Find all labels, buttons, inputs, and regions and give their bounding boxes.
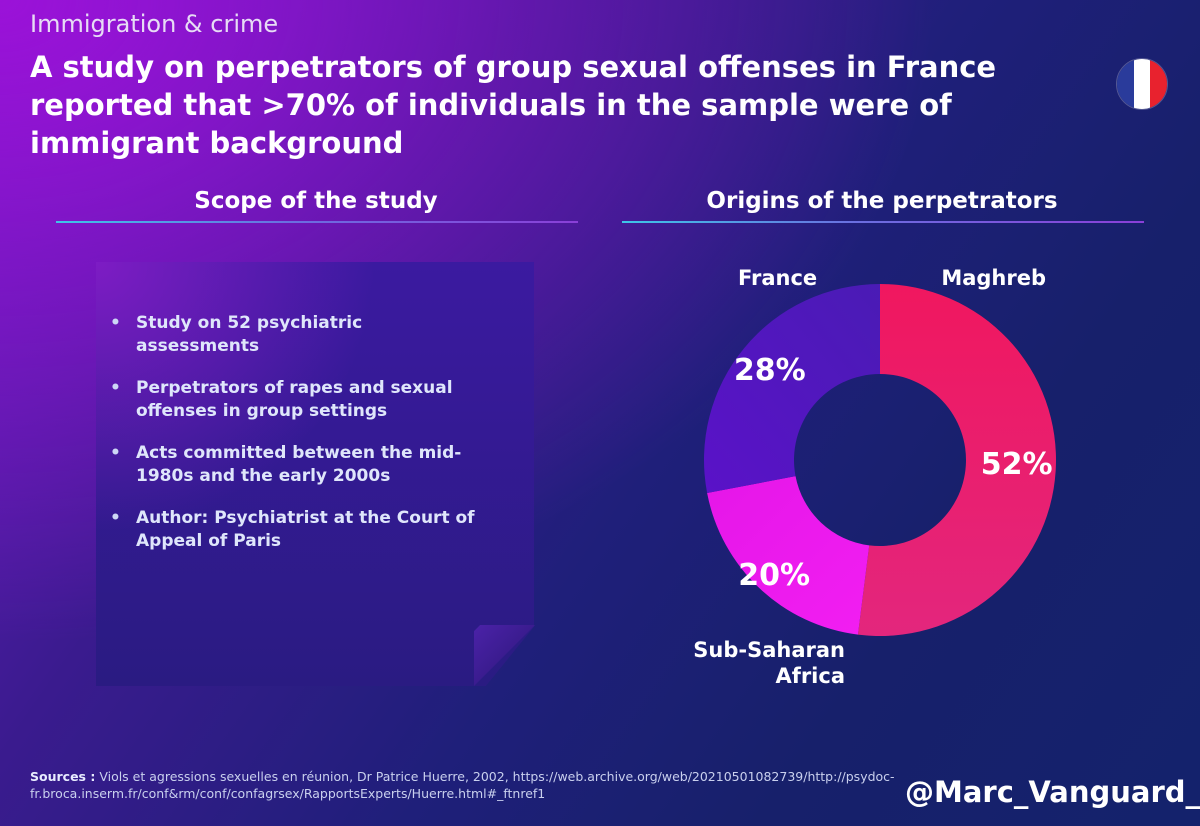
donut-slice-maghreb [857, 284, 1056, 636]
author-handle: @Marc_Vanguard_i [905, 775, 1200, 809]
flag-blue-stripe [1117, 59, 1134, 109]
donut-slice-france [704, 284, 880, 493]
category-label: Immigration & crime [30, 10, 279, 38]
scope-divider [56, 221, 578, 223]
scope-bullet: Perpetrators of rapes and sexual offense… [110, 377, 490, 423]
flag-white-stripe [1133, 59, 1151, 109]
scope-bullet: Study on 52 psychiatric assessments [110, 312, 490, 358]
france-flag-icon [1116, 58, 1168, 110]
page-title: A study on perpetrators of group sexual … [30, 50, 997, 160]
origins-section-title: Origins of the perpetrators [706, 188, 1058, 214]
donut-value-label: 28% [734, 353, 806, 388]
sources-text: Viols et agressions sexuelles en réunion… [30, 769, 895, 801]
donut-slice-sub-saharan-africa [707, 476, 870, 635]
donut-category-label: France [738, 266, 817, 290]
donut-value-label: 52% [981, 447, 1053, 482]
scope-section-title: Scope of the study [194, 188, 438, 214]
origins-divider [622, 221, 1144, 223]
sources-citation: Sources : Viols et agressions sexuelles … [30, 768, 910, 802]
donut-category-label: Sub-Saharan [693, 638, 845, 662]
donut-value-label: 20% [738, 558, 810, 593]
donut-slices [704, 284, 1056, 636]
scope-bullet: Author: Psychiatrist at the Court of App… [110, 507, 490, 553]
card-fold-corner [474, 625, 535, 686]
donut-category-label: Maghreb [941, 266, 1046, 290]
scope-bullet: Acts committed between the mid-1980s and… [110, 442, 490, 488]
sources-label: Sources : [30, 769, 96, 784]
flag-red-stripe [1150, 59, 1167, 109]
scope-bullet-list: Study on 52 psychiatric assessments Perp… [110, 312, 490, 572]
donut-category-label: Africa [775, 664, 845, 688]
